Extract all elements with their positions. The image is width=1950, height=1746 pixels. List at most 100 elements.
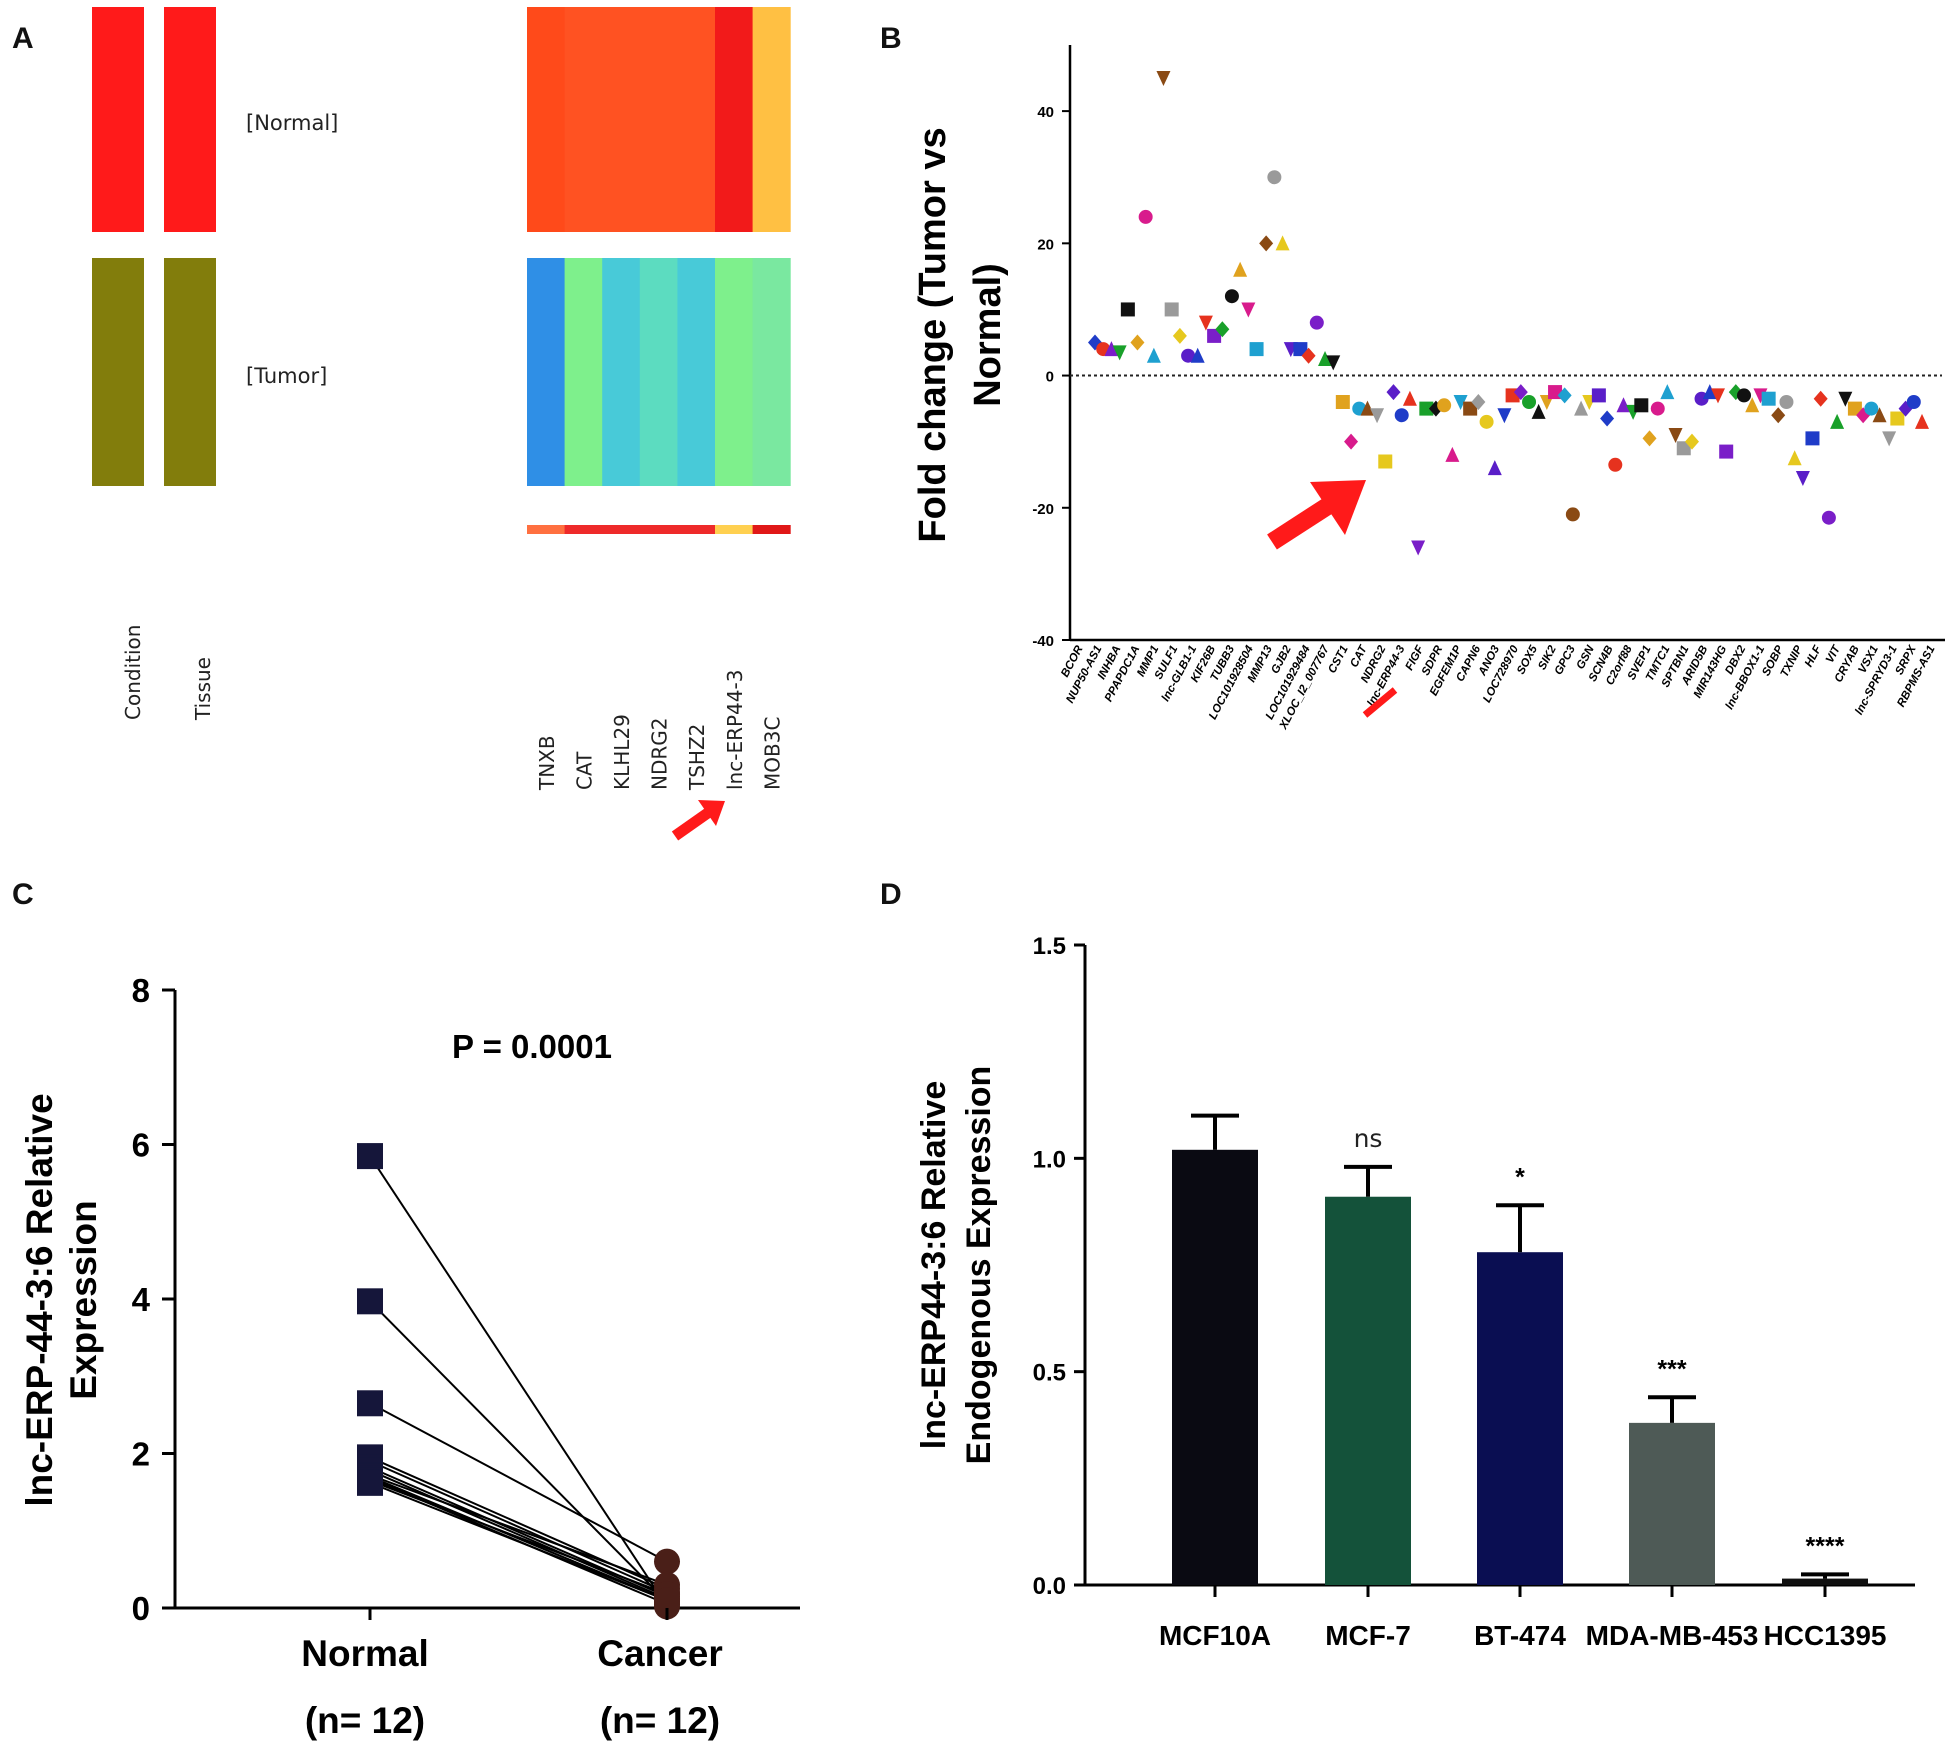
data-point <box>1864 401 1879 416</box>
heatmap-gene-labels: TNXB CAT KLHL29 NDRG2 TSHZ2 lnc-ERP44-3 MOB3C <box>535 670 785 791</box>
y-axis-label-line-1: lnc-ERP44-3:6 Relative <box>915 1081 953 1450</box>
category-label-HCC1395: HCC1395 <box>1764 1620 1887 1651</box>
y-tick-label: -20 <box>1032 501 1054 518</box>
y-axis-label: Fold change (Tumor vs Normal) <box>912 127 1009 542</box>
heatmap-cell-tumor-KLHL29 <box>602 258 641 486</box>
data-point <box>1684 433 1699 450</box>
heatmap-summary-bar-TSHZ2 <box>677 525 716 534</box>
heatmap-cell-tumor-TNXB <box>527 258 566 486</box>
y-axis-label-line-1: lnc-ERP-44-3:6 Relative <box>19 1093 60 1506</box>
data-point <box>1616 397 1631 413</box>
highlight-arrow-icon <box>671 800 725 841</box>
y-axis-label-line-1: Fold change (Tumor vs <box>912 127 954 542</box>
data-point <box>1172 327 1187 344</box>
data-point <box>1821 510 1836 525</box>
data-point <box>1660 384 1675 400</box>
heatmap-summary-bar-CAT <box>564 525 603 534</box>
panel-letter-b: B <box>880 22 902 55</box>
data-point <box>1915 413 1929 429</box>
y-tick-label: -40 <box>1032 633 1054 650</box>
data-points <box>1088 71 1929 556</box>
data-point <box>1719 444 1734 459</box>
data-point <box>1557 387 1572 404</box>
heatmap-summary-bar-NDRG2 <box>639 525 678 534</box>
annotation-block-tumor-0 <box>92 258 144 486</box>
heatmap-cell-tumor-lnc-ERP44-3 <box>715 258 754 486</box>
annotation-label-condition: Condition <box>121 625 145 720</box>
y-axis-label-line-2: Endogenous Expression <box>960 1066 998 1465</box>
heatmap-cells <box>527 7 791 534</box>
data-point <box>1378 454 1393 469</box>
heatmap-summary-bar-MOB3C <box>752 525 791 534</box>
data-point <box>1267 170 1282 185</box>
data-point <box>1642 430 1657 447</box>
data-point <box>1479 414 1494 429</box>
heatmap-annotation-blocks <box>92 7 216 486</box>
p-value-annotation: P = 0.0001 <box>452 1028 612 1065</box>
panel-letter-c: C <box>12 878 34 911</box>
data-point <box>1650 401 1665 416</box>
data-point <box>1574 400 1589 416</box>
data-point <box>1419 401 1434 416</box>
paired-line <box>369 1402 668 1563</box>
gene-tick-labels: BCORNUP50-AS1INHBAPPAPDC1AMMP1SULF1lnc-G… <box>1059 643 1937 733</box>
data-point <box>1104 341 1119 357</box>
heatmap-cell-normal-TNXB <box>527 7 566 232</box>
data-point <box>1634 398 1649 413</box>
data-point <box>1872 407 1887 423</box>
data-point <box>1676 441 1691 456</box>
data-point <box>1813 390 1828 407</box>
row-label-tumor: [Tumor] <box>246 364 327 388</box>
data-point <box>1513 384 1528 401</box>
cancer-point <box>654 1548 680 1575</box>
heatmap-cell-tumor-MOB3C <box>752 258 791 486</box>
data-point <box>1608 457 1623 472</box>
data-point <box>1402 390 1417 406</box>
data-point <box>1847 401 1862 416</box>
data-point <box>1318 351 1333 367</box>
y-tick-label: 6 <box>132 1127 150 1164</box>
heatmap-cell-tumor-TSHZ2 <box>677 258 716 486</box>
group-n-normal: (n= 12) <box>305 1700 425 1741</box>
paired-line <box>369 1300 668 1603</box>
y-tick-label: 1.5 <box>1033 933 1066 960</box>
data-point <box>1394 408 1409 423</box>
data-point <box>1224 289 1239 304</box>
paired-line <box>369 1469 668 1600</box>
group-label-cancer: Cancer <box>597 1633 722 1674</box>
gene-label-TNXB: TNXB <box>535 735 559 791</box>
data-point <box>1198 315 1213 331</box>
data-point <box>1156 71 1171 87</box>
y-tick-label: 2 <box>132 1436 150 1473</box>
category-label-MCF10A: MCF10A <box>1159 1620 1271 1651</box>
bar-HCC1395 <box>1782 1578 1868 1585</box>
data-point <box>1737 388 1752 403</box>
gene-label-TSHZ2: TSHZ2 <box>685 724 709 791</box>
heatmap-cell-tumor-CAT <box>564 258 603 486</box>
significance-label: * <box>1515 1163 1525 1191</box>
normal-point <box>357 1288 383 1315</box>
data-point <box>1411 540 1426 556</box>
data-point <box>1531 403 1546 419</box>
cancer-point <box>654 1587 680 1614</box>
y-axis-label-line-2: Expression <box>63 1200 104 1399</box>
data-point <box>1497 408 1512 424</box>
y-tick-label: 40 <box>1037 104 1054 121</box>
bars: ns******** <box>1172 1113 1868 1597</box>
panel-letter-d: D <box>880 878 902 911</box>
data-point <box>1838 391 1853 407</box>
y-tick-label: 1.0 <box>1033 1146 1066 1173</box>
data-point <box>1906 395 1921 409</box>
data-point <box>1710 388 1725 404</box>
heatmap-cell-tumor-NDRG2 <box>639 258 678 486</box>
heatmap-cell-normal-CAT <box>564 7 603 232</box>
data-point <box>1795 471 1810 487</box>
data-point <box>1275 235 1290 251</box>
annotation-block-normal-0 <box>92 7 144 232</box>
data-point <box>1779 395 1794 409</box>
data-point <box>1463 401 1478 416</box>
category-label-MCF-7: MCF-7 <box>1325 1620 1411 1651</box>
gene-label-NDRG2: NDRG2 <box>648 718 672 790</box>
heatmap-cell-normal-NDRG2 <box>639 7 678 232</box>
